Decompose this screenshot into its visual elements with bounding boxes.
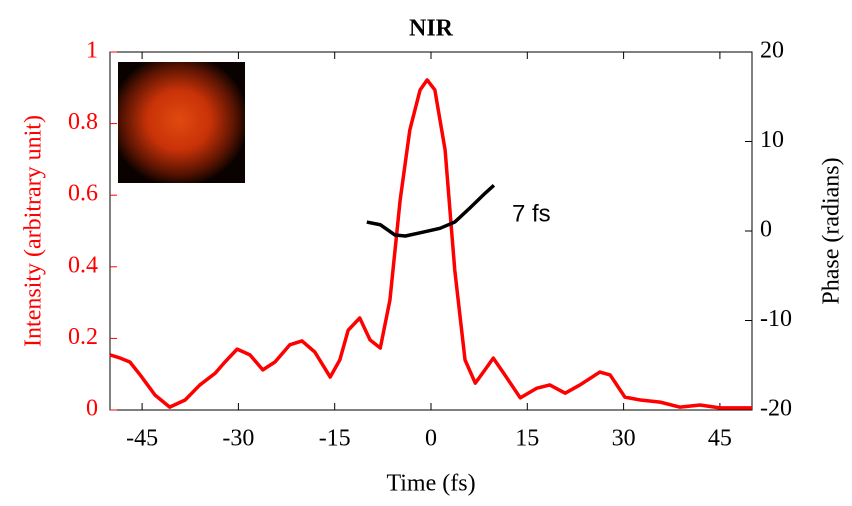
y-tick-label: 1 [86,38,98,64]
x-axis-label: Time (fs) [386,471,475,497]
y2-tick-label: 0 [760,217,772,243]
chart-title: NIR [409,16,454,42]
x-tick-label: 45 [708,426,732,452]
x-tick-label: 15 [515,426,539,452]
y2-tick-label: 20 [760,38,784,64]
series-line [366,184,496,238]
beam-spot [118,62,245,183]
y-tick-label: 0.6 [68,181,98,207]
y2-axis-label: Phase (radians) [819,157,845,304]
y2-tick-label: 10 [760,127,784,153]
y2-tick-label: -20 [760,396,792,422]
annotation: 7 fs [512,200,551,227]
y2-tick-label: -10 [760,306,792,332]
x-tick-label: -45 [126,426,158,452]
x-tick-label: -15 [319,426,351,452]
series-line [109,78,752,410]
y-axis-label: Intensity (arbitrary unit) [21,115,47,347]
x-tick-label: 0 [425,426,437,452]
y-tick-label: 0.4 [68,252,98,278]
x-tick-label: -30 [222,426,254,452]
y-tick-label: 0 [86,396,98,422]
y-tick-label: 0.8 [68,109,98,135]
x-tick-label: 30 [612,426,636,452]
y-tick-label: 0.2 [68,324,98,350]
